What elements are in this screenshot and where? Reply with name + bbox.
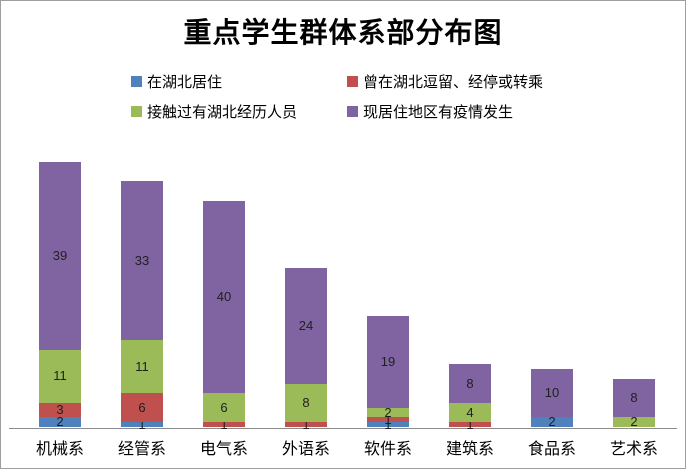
data-label: 10 — [544, 385, 560, 401]
stacked-bar-机械系: 2 3 11 39 — [39, 162, 81, 430]
bar-segment: 33 — [121, 181, 163, 341]
category-label-软件系: 软件系 — [363, 441, 412, 458]
category-label-艺术系: 艺术系 — [609, 441, 658, 458]
legend-item-green: 接触过有湖北经历人员 — [131, 101, 297, 121]
category-label-食品系: 食品系 — [527, 441, 576, 458]
data-label: 2 — [548, 414, 556, 430]
chart-title: 重点学生群体系部分布图 — [183, 18, 503, 49]
data-label: 3 — [56, 402, 64, 418]
data-label: 8 — [630, 390, 638, 406]
bar-segment: 1 — [285, 418, 327, 431]
legend-item-blue: 在湖北居住 — [131, 71, 222, 91]
bar-segment: 11 — [121, 340, 163, 394]
bar-segment: 8 — [613, 378, 655, 418]
bar-segment: 10 — [531, 369, 573, 418]
bar-segment: 3 — [39, 402, 81, 418]
bar-segment: 24 — [285, 268, 327, 384]
legend-swatch-purple-icon — [347, 105, 358, 117]
category-label-电气系: 电气系 — [199, 441, 248, 458]
category-label-经管系: 经管系 — [117, 441, 166, 458]
bar-segment: 39 — [39, 162, 81, 350]
data-label: 8 — [466, 375, 474, 391]
data-label: 11 — [53, 368, 67, 384]
data-label: 19 — [380, 354, 396, 370]
category-label-外语系: 外语系 — [281, 441, 330, 458]
data-label: 24 — [298, 318, 314, 334]
data-label: 2 — [630, 414, 638, 430]
bar-segment: 2 — [613, 414, 655, 430]
bar-segment: 1 — [203, 418, 245, 431]
legend-swatch-red-icon — [347, 75, 358, 87]
bar-segment: 1 — [121, 418, 163, 431]
category-label-建筑系: 建筑系 — [445, 441, 494, 458]
bar-segment: 4 — [449, 402, 491, 423]
data-label: 8 — [302, 395, 310, 411]
x-axis-line — [9, 428, 677, 429]
data-label: 39 — [52, 248, 68, 264]
data-label: 40 — [216, 289, 232, 305]
legend-item-red: 曾在湖北逗留、经停或转乘 — [347, 71, 543, 91]
stacked-bar-软件系: 1 1 2 19 — [367, 316, 409, 431]
legend-item-purple: 现居住地区有疫情发生 — [347, 101, 513, 121]
data-label: 2 — [56, 414, 64, 430]
bar-segment: 1 — [367, 413, 409, 426]
data-label: 2 — [384, 404, 392, 420]
bar-segment: 6 — [203, 393, 245, 423]
stacked-bar-外语系: 1 8 24 — [285, 268, 327, 431]
legend-swatch-blue-icon — [131, 75, 142, 87]
bar-segment: 1 — [367, 418, 409, 431]
bar-segment: 2 — [531, 414, 573, 430]
stacked-bar-电气系: 1 6 40 — [203, 200, 245, 431]
data-label: 4 — [466, 404, 474, 420]
legend-label-red: 曾在湖北逗留、经停或转乘 — [363, 73, 544, 91]
bar-segment: 6 — [121, 393, 163, 423]
bar-segment: 19 — [367, 316, 409, 408]
bar-segment: 2 — [367, 404, 409, 420]
data-label: 6 — [138, 399, 146, 415]
bar-segment: 8 — [449, 364, 491, 403]
data-label: 33 — [134, 252, 150, 268]
category-label-机械系: 机械系 — [35, 441, 84, 458]
bar-segment: 2 — [39, 414, 81, 430]
bar-segment: 40 — [203, 200, 245, 394]
data-label: 11 — [135, 358, 149, 374]
data-label: 6 — [220, 399, 228, 415]
legend-label-green: 接触过有湖北经历人员 — [147, 103, 298, 121]
legend-label-purple: 现居住地区有疫情发生 — [363, 103, 514, 121]
stacked-bar-经管系: 1 6 11 33 — [121, 181, 163, 431]
legend-label-blue: 在湖北居住 — [147, 73, 223, 91]
bar-segment: 11 — [39, 349, 81, 403]
bar-segment: 1 — [449, 418, 491, 431]
stacked-bar-食品系: 2 10 — [531, 369, 573, 430]
legend-swatch-green-icon — [131, 105, 142, 117]
bar-segment: 8 — [285, 383, 327, 423]
